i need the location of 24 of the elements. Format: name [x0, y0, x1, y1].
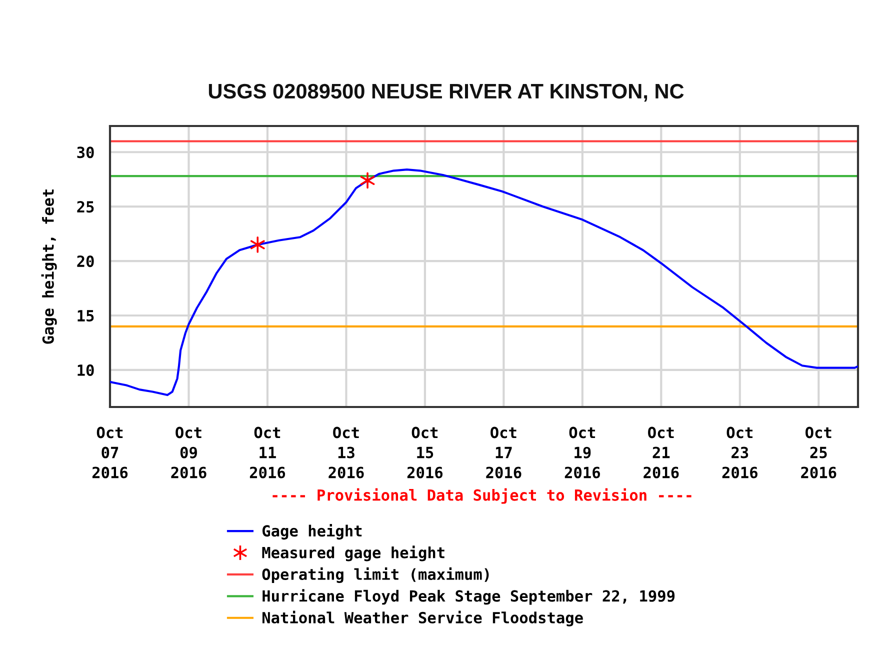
x-tick-label: Oct 07 2016 — [92, 426, 128, 478]
legend-label: Hurricane Floyd Peak Stage September 22, 1999 — [262, 589, 675, 605]
x-tick-label: Oct 11 2016 — [250, 426, 286, 478]
x-tick-label: Oct 17 2016 — [486, 426, 522, 478]
chart-title: USGS 02089500 NEUSE RIVER AT KINSTON, NC — [208, 84, 684, 102]
line-series — [110, 168, 858, 396]
y-axis-title: Gage height, feet — [41, 190, 57, 344]
x-tick-label: Oct 25 2016 — [801, 426, 836, 478]
y-tick-label: 20 — [77, 256, 94, 268]
x-tick-label: Oct 19 2016 — [564, 426, 600, 478]
legend-label: Gage height — [262, 524, 362, 540]
x-tick-label: Oct 09 2016 — [171, 426, 206, 478]
legend-label: Measured gage height — [262, 546, 444, 562]
x-tick-label: Oct 13 2016 — [328, 426, 364, 478]
y-tick-label: 25 — [77, 201, 94, 213]
legend-label: Operating limit (maximum) — [262, 567, 489, 583]
y-tick-label: 30 — [77, 146, 94, 158]
x-tick-label: Oct 15 2016 — [407, 426, 443, 478]
y-tick-label: 10 — [78, 364, 94, 376]
x-tick-label: Oct 23 2016 — [722, 426, 758, 478]
legend-label: National Weather Service Floodstage — [262, 610, 583, 626]
x-tick-label: Oct 21 2016 — [644, 426, 679, 478]
y-tick-label: 15 — [78, 310, 94, 322]
text: ---- Provisional Data Subject to Revision ---- — [272, 488, 692, 504]
